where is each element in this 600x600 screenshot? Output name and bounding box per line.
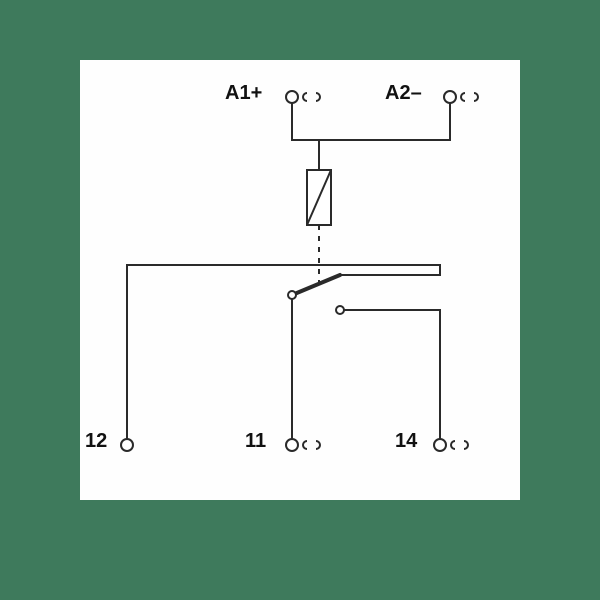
terminal-label-a1: A1+: [225, 82, 262, 105]
terminal-label-14: 14: [395, 430, 417, 453]
relay-schematic: [0, 0, 600, 600]
terminal-label-12: 12: [85, 430, 107, 453]
terminal-label-a2: A2–: [385, 82, 422, 105]
diagram-canvas: A1+ A2– 12 11 14: [0, 0, 600, 600]
terminal-label-11: 11: [245, 430, 266, 453]
